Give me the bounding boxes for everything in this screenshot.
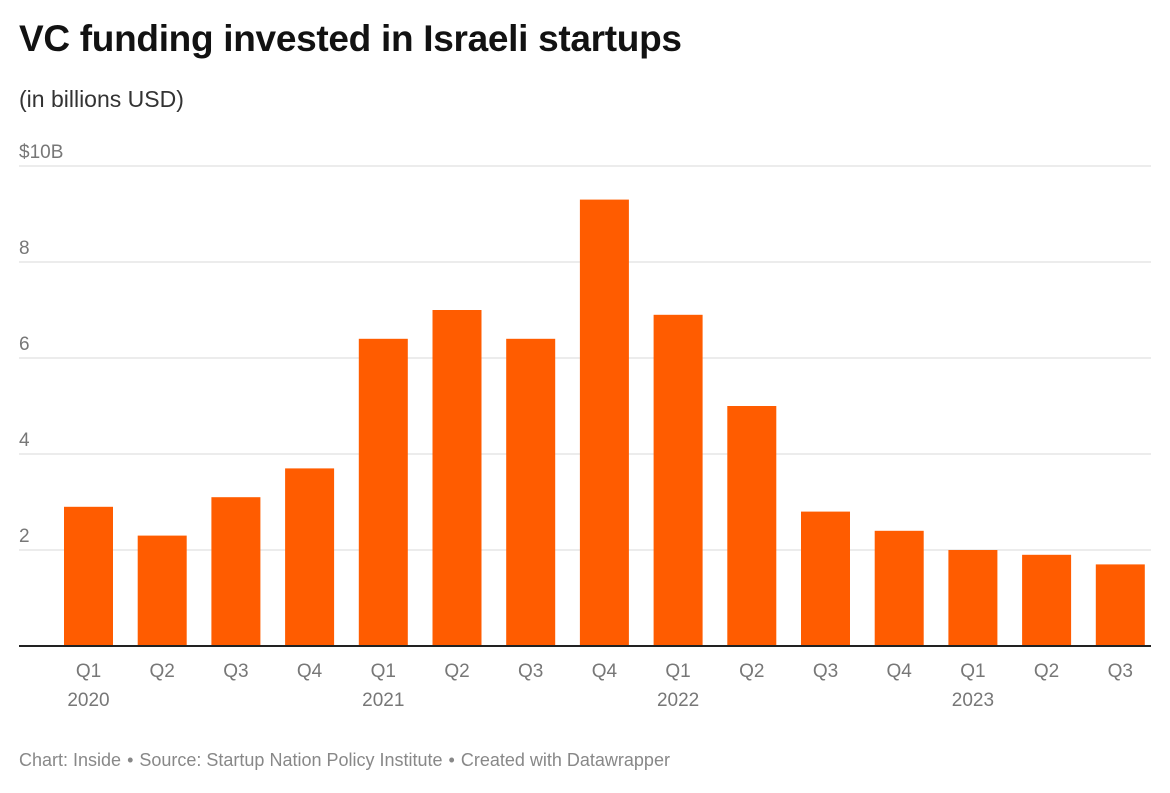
footer-separator: • <box>127 750 134 770</box>
bar <box>727 406 777 646</box>
bar <box>874 530 924 646</box>
y-axis-ticks: 2 4 6 8 $10B <box>19 142 63 547</box>
y-tick-label: 4 <box>19 430 30 451</box>
bar <box>1022 554 1072 646</box>
x-axis-ticks: Q1 2020 Q2 Q3 Q4 Q1 2021 Q2 Q3 Q4 Q1 2022 Q2 Q3 Q4 Q1 20… <box>67 661 1133 711</box>
x-tick-label-year: 2020 <box>67 690 109 711</box>
bar <box>653 314 703 646</box>
bar <box>948 550 998 646</box>
x-tick-label-quarter: Q3 <box>1108 661 1133 682</box>
bar <box>579 199 629 646</box>
x-tick-label-quarter: Q3 <box>518 661 543 682</box>
y-tick-label: 8 <box>19 238 30 259</box>
x-tick-label-quarter: Q3 <box>813 661 838 682</box>
bar <box>506 338 556 646</box>
x-tick-label-quarter: Q2 <box>150 661 175 682</box>
bar <box>432 310 482 646</box>
x-tick-label-quarter: Q2 <box>1034 661 1059 682</box>
x-tick-label-quarter: Q1 <box>960 661 985 682</box>
x-tick-label-quarter: Q1 <box>76 661 101 682</box>
bar <box>285 468 335 646</box>
bar <box>358 338 408 646</box>
y-tick-label: $10B <box>19 142 63 163</box>
x-tick-label-year: 2023 <box>952 690 994 711</box>
bar <box>137 535 187 646</box>
x-tick-label-year: 2022 <box>657 690 699 711</box>
x-tick-label-quarter: Q4 <box>887 661 913 682</box>
bar <box>64 506 113 646</box>
y-tick-label: 2 <box>19 526 30 547</box>
y-tick-label: 6 <box>19 334 30 355</box>
chart-credit: Chart: Inside <box>19 750 122 770</box>
x-tick-label-quarter: Q1 <box>665 661 690 682</box>
tool-credit: Created with Datawrapper <box>460 750 670 770</box>
x-tick-label-quarter: Q4 <box>592 661 618 682</box>
chart-title: VC funding invested in Israeli startups <box>19 18 682 59</box>
footer-separator: • <box>448 750 455 770</box>
x-tick-label-quarter: Q4 <box>297 661 323 682</box>
bar <box>1095 564 1145 646</box>
bar <box>801 511 850 646</box>
x-tick-label-quarter: Q2 <box>444 661 469 682</box>
bars <box>64 199 1145 646</box>
x-tick-label-quarter: Q2 <box>739 661 764 682</box>
x-tick-label-quarter: Q3 <box>223 661 248 682</box>
x-tick-label-year: 2021 <box>362 690 404 711</box>
bar <box>211 497 261 646</box>
chart-subtitle: (in billions USD) <box>19 86 184 112</box>
footer-credits: Chart: Inside • Source: Startup Nation Pol… <box>19 750 670 771</box>
x-tick-label-quarter: Q1 <box>371 661 396 682</box>
source-credit: Source: Startup Nation Policy Institute <box>139 750 443 770</box>
